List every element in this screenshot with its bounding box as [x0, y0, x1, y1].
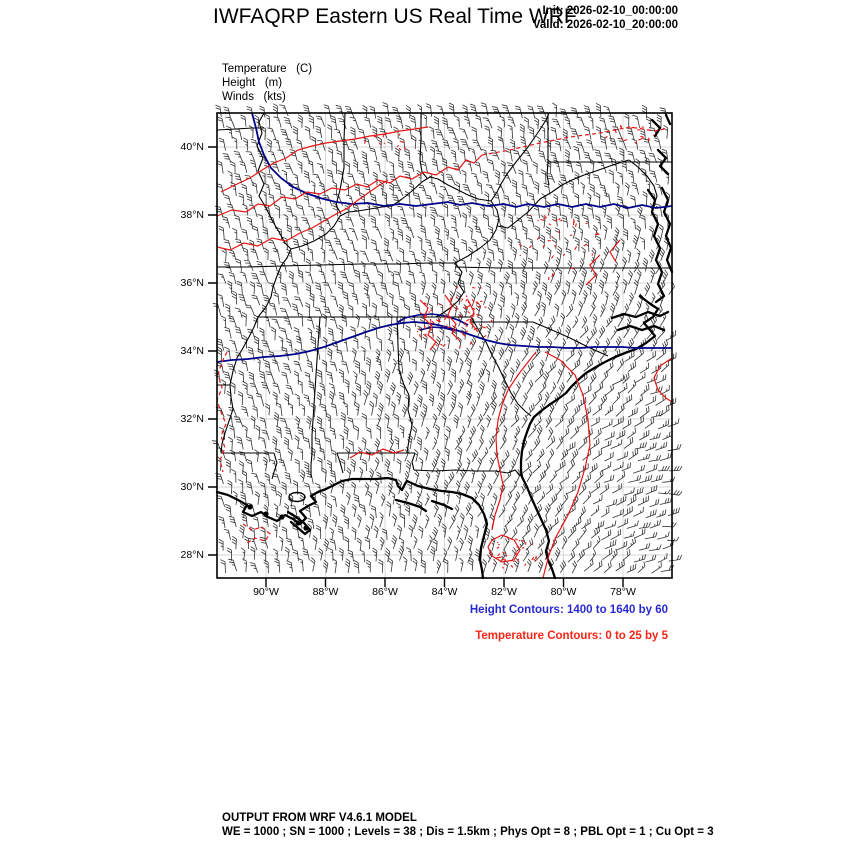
valid-time: Valid: 2026-02-10_20:00:00 — [532, 19, 678, 31]
field-legend: Temperature (C) Height (m) Winds (kts) — [222, 62, 312, 104]
lon-label-90w: 90°W — [253, 586, 279, 598]
temperature-contour-dashed — [216, 126, 669, 544]
temperature-contours-caption: Temperature Contours: 0 to 25 by 5 — [475, 630, 668, 642]
lat-label-38n: 38°N — [180, 209, 204, 221]
coastal-marsh-blob — [247, 504, 253, 510]
init-valid-block: Init: 2026-02-10_00:00:00 Valid: 2026-02… — [533, 4, 678, 32]
coastal-marsh-blob — [295, 520, 301, 526]
coastal-marsh-blob — [303, 525, 309, 531]
temperature-speckles — [364, 124, 655, 569]
init-time: Init: 2026-02-10_00:00:00 — [542, 5, 678, 17]
lon-label-80w: 80°W — [550, 586, 577, 598]
page-title: IWFAQRP Eastern US Real Time WRF — [213, 5, 577, 28]
footer-line1: OUTPUT FROM WRF V4.6.1 MODEL — [222, 812, 417, 824]
lat-label-40n: 40°N — [180, 141, 204, 153]
lon-label-88w: 88°W — [312, 586, 339, 598]
lat-label-34n: 34°N — [180, 345, 204, 357]
temperature-contour-lines — [216, 126, 673, 579]
height-contours-caption: Height Contours: 1400 to 1640 by 60 — [469, 604, 668, 616]
lon-label-84w: 84°W — [431, 586, 458, 598]
legend-line-2: Winds (kts) — [222, 91, 286, 103]
coastal-marsh-blob — [263, 511, 269, 517]
lon-label-86w: 86°W — [372, 586, 398, 598]
coastlines — [215, 113, 674, 580]
lat-label-30n: 30°N — [180, 481, 204, 493]
axis-ticks — [208, 146, 624, 587]
lat-label-32n: 32°N — [180, 413, 204, 425]
lon-label-82w: 82°W — [491, 586, 517, 598]
lat-label-28n: 28°N — [180, 549, 204, 561]
coastal-marsh-blob — [279, 514, 285, 520]
lon-label-78w: 78°W — [610, 586, 636, 598]
lake-pontchartrain — [288, 491, 306, 503]
lat-label-36n: 36°N — [180, 277, 204, 289]
model-footer: OUTPUT FROM WRF V4.6.1 MODEL WE = 1000 ;… — [222, 812, 714, 839]
height-contour-extra — [397, 313, 469, 332]
state-borders — [216, 112, 672, 480]
legend-line-0: Temperature (C) — [222, 63, 313, 75]
legend-line-1: Height (m) — [222, 77, 283, 89]
wind-barbs-layer — [211, 102, 683, 574]
footer-line2: WE = 1000 ; SN = 1000 ; Levels = 38 ; Di… — [222, 825, 714, 838]
